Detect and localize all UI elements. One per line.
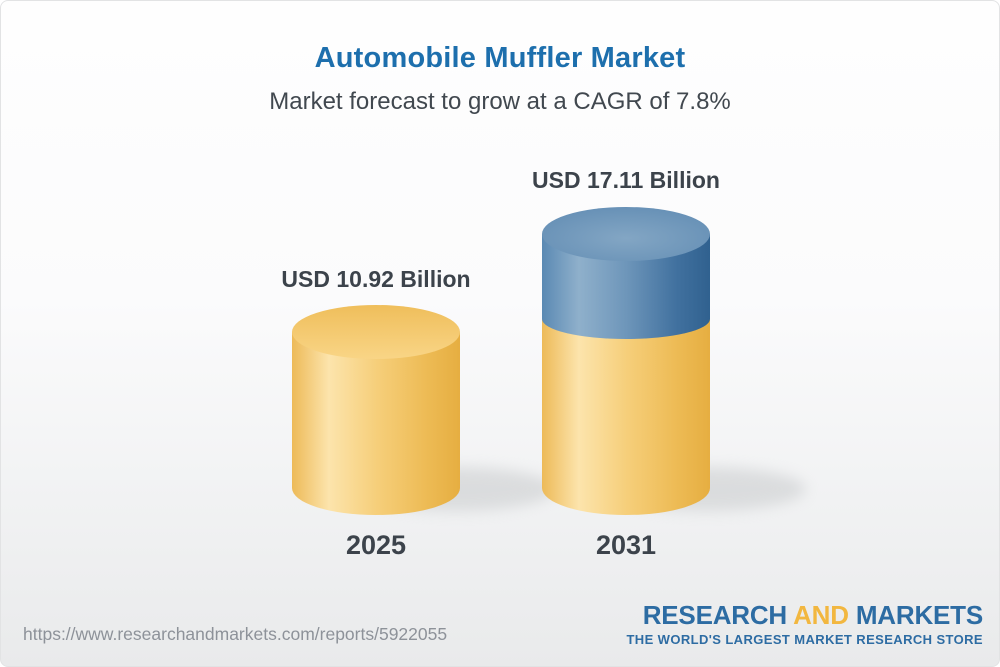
cylinder-2025-top [292, 305, 460, 359]
logo-and: AND [793, 600, 849, 630]
axis-label-2025: 2025 [345, 530, 407, 560]
value-label-2031: USD 17.11 Billion [532, 167, 720, 193]
report-url: https://www.researchandmarkets.com/repor… [23, 624, 448, 644]
chart-subtitle: Market forecast to grow at a CAGR of 7.8… [269, 88, 731, 115]
cylinder-2025-body [292, 332, 460, 515]
brand-logo-wordmark: RESEARCH AND MARKETS [626, 602, 983, 628]
chart-title: Automobile Muffler Market [314, 42, 686, 74]
value-label-2025: USD 10.92 Billion [281, 266, 471, 292]
logo-markets: MARKETS [855, 600, 983, 630]
cylinder-2031-top [542, 207, 710, 261]
cylinder-2031-growth-segment [542, 234, 710, 339]
brand-logo: RESEARCH AND MARKETS THE WORLD'S LARGEST… [626, 602, 983, 646]
axis-label-2031: 2031 [595, 530, 657, 560]
cylinder-2031-base-segment [542, 319, 710, 515]
logo-research: RESEARCH [642, 600, 788, 630]
logo-tagline: THE WORLD'S LARGEST MARKET RESEARCH STOR… [626, 632, 983, 647]
